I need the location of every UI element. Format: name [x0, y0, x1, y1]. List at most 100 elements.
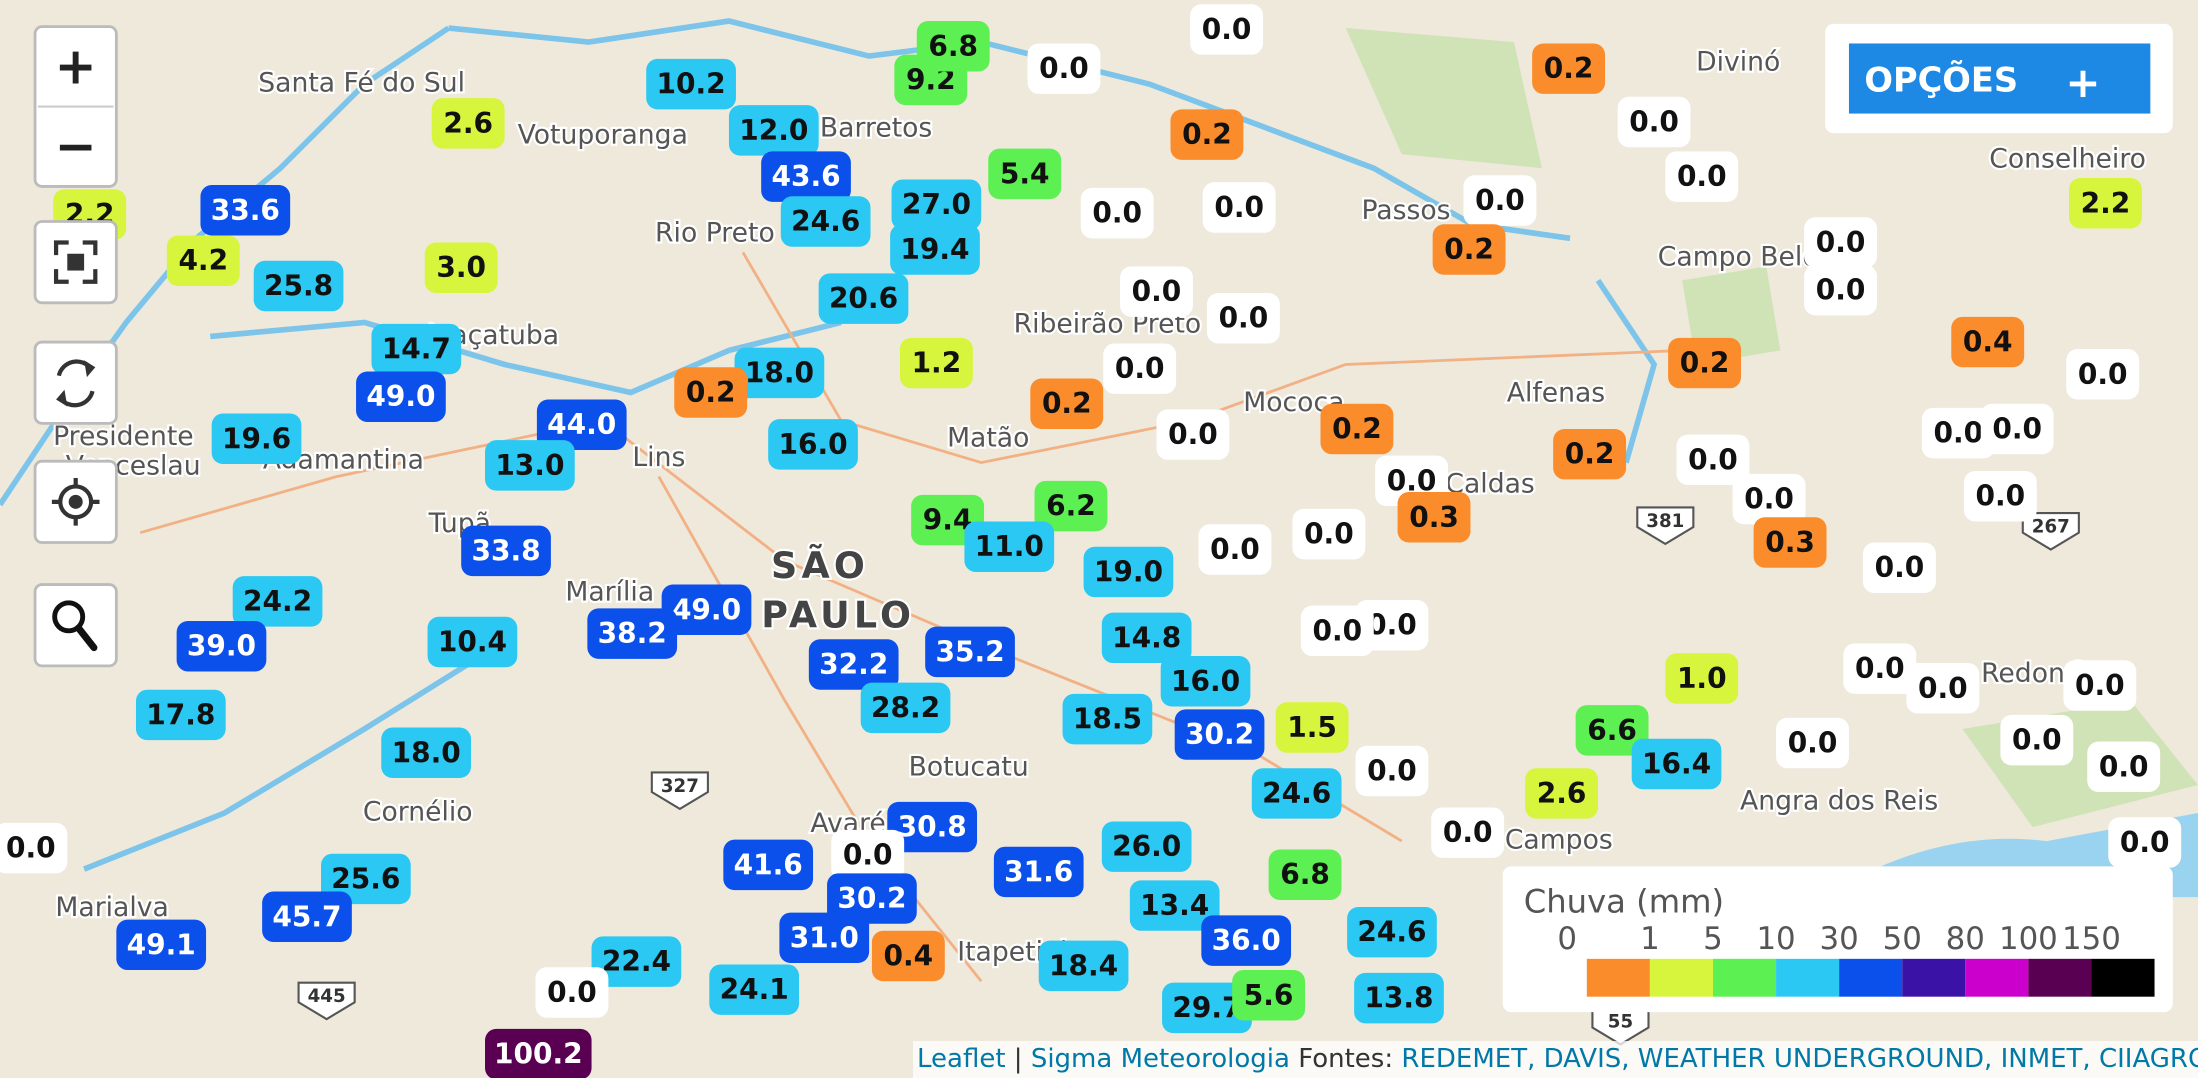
rain-marker[interactable]: 0.4 — [871, 930, 945, 982]
rain-marker[interactable]: 24.1 — [709, 964, 800, 1015]
rain-marker[interactable]: 0.0 — [1206, 292, 1280, 344]
rain-marker[interactable]: 30.2 — [827, 873, 917, 924]
rain-marker[interactable]: 33.6 — [200, 185, 291, 236]
rain-marker[interactable]: 32.2 — [808, 639, 899, 690]
rain-marker[interactable]: 0.4 — [1951, 316, 2025, 368]
rain-marker[interactable]: 13.8 — [1354, 972, 1444, 1024]
rain-marker[interactable]: 0.2 — [1553, 428, 1627, 480]
rain-marker[interactable]: 1.0 — [1665, 653, 1739, 704]
rain-marker[interactable]: 0.0 — [1120, 266, 1193, 317]
rain-marker[interactable]: 0.0 — [1617, 96, 1691, 148]
rain-marker[interactable]: 0.2 — [1668, 337, 1742, 389]
rain-marker[interactable]: 0.0 — [2000, 714, 2074, 766]
rain-marker[interactable]: 20.6 — [818, 273, 909, 324]
rain-marker[interactable]: 0.2 — [1170, 109, 1244, 160]
rain-marker[interactable]: 43.6 — [761, 151, 851, 202]
rain-marker[interactable]: 16.0 — [768, 419, 858, 470]
options-button[interactable] — [1848, 43, 2151, 114]
rain-marker[interactable]: 38.2 — [587, 608, 678, 659]
rain-marker[interactable]: 49.0 — [356, 371, 446, 422]
rain-marker[interactable]: 10.2 — [646, 58, 736, 110]
rain-marker[interactable]: 18.4 — [1038, 940, 1129, 992]
zoom-in[interactable]: + — [55, 36, 97, 95]
rain-marker[interactable]: 14.8 — [1101, 612, 1192, 664]
sigma-link[interactable]: Sigma Meteorologia — [1030, 1044, 1290, 1074]
rain-marker[interactable]: 2.6 — [1525, 768, 1599, 819]
rain-marker[interactable]: 24.6 — [1347, 906, 1437, 958]
options-toggle[interactable]: + — [2065, 58, 2100, 107]
rain-marker[interactable]: 1.5 — [1275, 702, 1349, 753]
rain-marker[interactable]: 0.0 — [2108, 817, 2182, 868]
rain-marker[interactable]: 18.0 — [381, 727, 471, 779]
rain-marker[interactable]: 1.2 — [899, 337, 973, 389]
rain-marker[interactable]: 36.0 — [1201, 915, 1292, 966]
rain-marker[interactable]: 22.4 — [591, 936, 682, 987]
rain-marker[interactable]: 0.2 — [1532, 43, 1606, 94]
rain-marker[interactable]: 18.0 — [734, 347, 825, 399]
rain-marker[interactable]: 5.6 — [1232, 970, 1306, 1021]
rain-marker[interactable]: 5.4 — [988, 148, 1062, 200]
rain-marker[interactable]: 0.0 — [1103, 343, 1177, 394]
rain-marker[interactable]: 10.4 — [427, 616, 518, 668]
rain-marker[interactable]: 27.0 — [891, 179, 982, 230]
rain-marker[interactable]: 18.5 — [1062, 693, 1153, 745]
rain-marker[interactable]: 0.0 — [1862, 542, 1936, 593]
rain-marker[interactable]: 13.4 — [1129, 880, 1220, 931]
rain-marker[interactable]: 0.0 — [1906, 663, 1980, 714]
rain-marker[interactable]: 28.2 — [860, 682, 951, 734]
rain-marker[interactable]: 0.0 — [1080, 187, 1154, 239]
rain-marker[interactable]: 0.0 — [1921, 407, 1995, 459]
rain-marker[interactable]: 49.0 — [661, 584, 752, 636]
rain-marker[interactable]: 31.0 — [779, 912, 870, 964]
zoom-out[interactable]: − — [55, 116, 97, 175]
rain-marker[interactable]: 13.0 — [485, 440, 575, 491]
rain-marker[interactable]: 49.1 — [116, 919, 207, 971]
rain-marker[interactable]: 3.0 — [424, 242, 498, 293]
rain-marker[interactable]: 0.0 — [1843, 643, 1917, 694]
rain-marker[interactable]: 0.0 — [1665, 151, 1739, 202]
rain-marker[interactable]: 0.2 — [1030, 378, 1104, 429]
rain-marker[interactable]: 2.2 — [2069, 178, 2142, 229]
search-button[interactable] — [33, 583, 118, 668]
rain-marker[interactable]: 11.0 — [964, 521, 1055, 572]
rain-marker[interactable]: 0.0 — [1202, 182, 1276, 233]
rain-marker[interactable]: 0.0 — [2066, 349, 2140, 400]
rain-marker[interactable]: 0.0 — [1804, 217, 1877, 268]
locate-button[interactable] — [33, 459, 118, 544]
sources-link[interactable]: REDEMET, DAVIS, WEATHER UNDERGROUND, INM… — [1401, 1044, 2198, 1074]
rain-marker[interactable]: 0.0 — [1963, 471, 2037, 522]
rain-marker[interactable]: 0.0 — [1027, 43, 1101, 94]
rain-marker[interactable]: 30.2 — [1174, 709, 1265, 760]
rain-marker[interactable]: 39.0 — [176, 621, 267, 672]
rain-marker[interactable]: 14.7 — [371, 323, 462, 375]
rain-marker[interactable]: 24.6 — [1251, 768, 1342, 819]
rain-marker[interactable]: 35.2 — [925, 626, 1015, 678]
rain-marker[interactable]: 4.2 — [166, 235, 240, 286]
rain-marker[interactable]: 45.7 — [262, 891, 352, 943]
rain-marker[interactable]: 19.6 — [211, 413, 302, 465]
rain-marker[interactable]: 0.3 — [1753, 517, 1827, 568]
rain-marker[interactable]: 33.8 — [461, 525, 551, 577]
rain-marker[interactable]: 6.8 — [1268, 849, 1342, 900]
rain-marker[interactable]: 0.0 — [2063, 660, 2137, 711]
rain-marker[interactable]: 19.0 — [1083, 546, 1174, 598]
leaflet-link[interactable]: Leaflet — [917, 1044, 1006, 1074]
rain-marker[interactable]: 0.0 — [1431, 807, 1505, 858]
rain-marker[interactable]: 0.0 — [1190, 4, 1264, 55]
rain-marker[interactable]: 12.0 — [728, 105, 819, 156]
rain-marker[interactable]: 0.0 — [1355, 745, 1429, 797]
rain-marker[interactable]: 0.0 — [1980, 403, 2054, 455]
rain-marker[interactable]: 0.2 — [1432, 224, 1506, 275]
rain-marker[interactable]: 0.2 — [674, 367, 748, 418]
rain-marker[interactable]: 6.2 — [1034, 480, 1108, 532]
fullscreen-button[interactable] — [33, 220, 118, 305]
rain-marker[interactable]: 2.6 — [431, 98, 505, 149]
rain-marker[interactable]: 0.0 — [1156, 409, 1230, 460]
rain-marker[interactable]: 0.0 — [1732, 473, 1806, 525]
rain-marker[interactable]: 0.2 — [1320, 403, 1394, 455]
rain-marker[interactable]: 0.0 — [1676, 434, 1750, 486]
rain-marker[interactable]: 0.0 — [1776, 717, 1849, 769]
rain-marker[interactable]: 19.4 — [890, 224, 980, 275]
rain-marker[interactable]: 26.0 — [1101, 821, 1192, 872]
rain-marker[interactable]: 0.0 — [2087, 741, 2161, 793]
